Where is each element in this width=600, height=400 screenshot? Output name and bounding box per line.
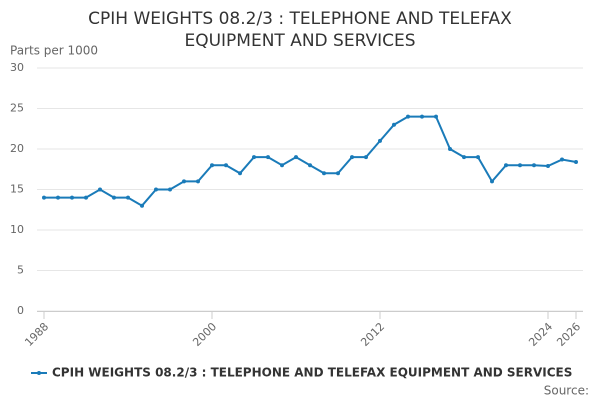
point: [84, 195, 88, 200]
point: [42, 195, 46, 200]
point: [532, 163, 536, 168]
point: [336, 171, 340, 176]
point: [238, 171, 242, 176]
point: [350, 155, 354, 160]
point: [490, 179, 494, 184]
y-tick-label: 5: [17, 264, 24, 277]
y-tick-label: 0: [17, 304, 24, 317]
point: [462, 155, 466, 160]
y-tick-label: 10: [10, 223, 24, 236]
point: [266, 155, 270, 160]
point: [168, 187, 172, 192]
point: [182, 179, 186, 184]
point: [210, 163, 214, 168]
point: [560, 157, 564, 162]
point: [154, 187, 158, 192]
point: [546, 164, 550, 169]
point: [574, 159, 578, 164]
y-tick-label: 25: [10, 102, 24, 115]
x-tick-label: 2000: [190, 320, 219, 349]
line: [44, 115, 577, 207]
point: [294, 155, 298, 160]
y-tick-label: 20: [10, 142, 24, 155]
x-tick-label: 2024: [526, 320, 555, 349]
chart-title: CPIH WEIGHTS 08.2/3 : TELEPHONE AND TELE…: [88, 9, 512, 51]
point: [308, 163, 312, 168]
x-tick-label: 1988: [22, 320, 51, 349]
point: [448, 147, 452, 151]
point: [378, 138, 382, 143]
source: Source:: [544, 384, 589, 398]
point: [420, 114, 424, 119]
point: [434, 114, 438, 119]
y-tick-label: 15: [10, 183, 24, 196]
point: [196, 179, 200, 184]
legend-marker: [37, 371, 41, 375]
point: [392, 122, 396, 127]
x-tick-label: 2026: [554, 320, 583, 349]
point: [98, 187, 102, 192]
point: [126, 195, 130, 200]
point: [224, 163, 228, 168]
point: [322, 171, 326, 176]
point: [518, 163, 522, 168]
point: [406, 114, 410, 119]
point: [70, 195, 74, 200]
x-tick-label: 2012: [358, 320, 387, 349]
point: [364, 155, 368, 160]
point: [252, 155, 256, 160]
point: [56, 195, 60, 200]
point: [140, 203, 144, 208]
y-axis-title: Parts per 1000: [10, 44, 98, 58]
legend-label[interactable]: CPIH WEIGHTS 08.2/3 : TELEPHONE AND TELE…: [52, 366, 572, 380]
point: [112, 195, 116, 200]
point: [476, 155, 480, 160]
point: [504, 163, 508, 168]
y-tick-label: 30: [10, 61, 24, 74]
point: [280, 163, 284, 168]
